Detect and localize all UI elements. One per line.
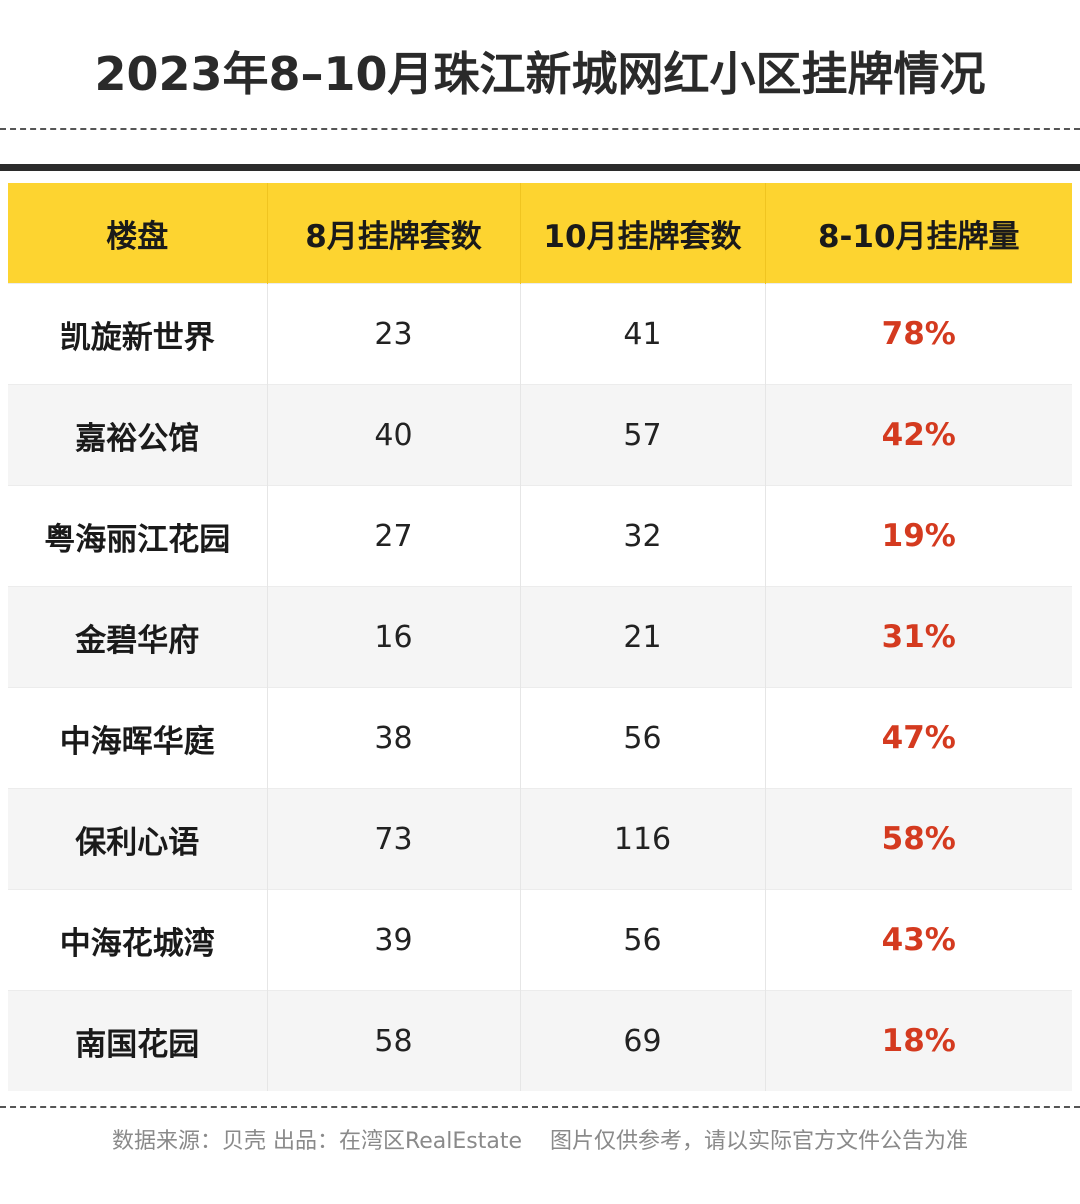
footer-source: 数据来源：贝壳 出品：在湾区RealEstate: [111, 1129, 523, 1154]
cell-aug-listings: 38: [267, 687, 521, 789]
cell-oct-listings: 57: [520, 384, 766, 486]
cell-estate: 保利心语: [8, 788, 268, 890]
cell-change-pct: 19%: [765, 485, 1072, 587]
cell-oct-listings: 41: [520, 283, 766, 385]
footer: 数据来源：贝壳 出品：在湾区RealEstate 图片仅供参考，请以实际官方文件公…: [0, 1123, 1080, 1155]
listing-table: 楼盘 8月挂牌套数 10月挂牌套数 8-10月挂牌量 凯旋新世界 23 41 78% 嘉…: [8, 183, 1072, 1091]
column-header-change: 8-10月挂牌量: [765, 183, 1072, 284]
cell-oct-listings: 69: [520, 990, 766, 1091]
cell-oct-listings: 116: [520, 788, 766, 890]
table-row: 中海晖华庭 38 56 47%: [8, 687, 1072, 789]
cell-aug-listings: 16: [267, 586, 521, 688]
bottom-dashed-divider: [0, 1106, 1080, 1108]
column-header-aug-listings: 8月挂牌套数: [267, 183, 521, 284]
cell-aug-listings: 27: [267, 485, 521, 587]
footer-disclaimer: 图片仅供参考，请以实际官方文件公告为准: [550, 1129, 969, 1154]
cell-aug-listings: 39: [267, 889, 521, 991]
table-row: 粤海丽江花园 27 32 19%: [8, 485, 1072, 587]
table-row: 凯旋新世界 23 41 78%: [8, 283, 1072, 385]
table-row: 中海花城湾 39 56 43%: [8, 889, 1072, 991]
cell-estate: 中海花城湾: [8, 889, 268, 991]
cell-aug-listings: 40: [267, 384, 521, 486]
cell-change-pct: 58%: [765, 788, 1072, 890]
cell-estate: 嘉裕公馆: [8, 384, 268, 486]
cell-estate: 金碧华府: [8, 586, 268, 688]
cell-aug-listings: 58: [267, 990, 521, 1091]
table-row: 嘉裕公馆 40 57 42%: [8, 384, 1072, 486]
table-row: 保利心语 73 116 58%: [8, 788, 1072, 890]
table-row: 南国花园 58 69 18%: [8, 990, 1072, 1091]
cell-change-pct: 43%: [765, 889, 1072, 991]
cell-change-pct: 31%: [765, 586, 1072, 688]
table-body: 凯旋新世界 23 41 78% 嘉裕公馆 40 57 42% 粤海丽江花园 27 32 19% 金碧华府…: [8, 283, 1072, 1091]
cell-estate: 凯旋新世界: [8, 283, 268, 385]
cell-oct-listings: 56: [520, 687, 766, 789]
cell-change-pct: 47%: [765, 687, 1072, 789]
cell-oct-listings: 56: [520, 889, 766, 991]
table-header-row: 楼盘 8月挂牌套数 10月挂牌套数 8-10月挂牌量: [8, 183, 1072, 284]
cell-aug-listings: 73: [267, 788, 521, 890]
table-row: 金碧华府 16 21 31%: [8, 586, 1072, 688]
cell-change-pct: 42%: [765, 384, 1072, 486]
top-dashed-divider: [0, 128, 1080, 130]
column-header-oct-listings: 10月挂牌套数: [520, 183, 766, 284]
cell-estate: 中海晖华庭: [8, 687, 268, 789]
cell-change-pct: 18%: [765, 990, 1072, 1091]
column-header-estate: 楼盘: [8, 183, 268, 284]
page-title: 2023年8–10月珠江新城网红小区挂牌情况: [94, 47, 986, 101]
cell-oct-listings: 21: [520, 586, 766, 688]
header-rule: [0, 164, 1080, 171]
cell-oct-listings: 32: [520, 485, 766, 587]
cell-change-pct: 78%: [765, 283, 1072, 385]
cell-aug-listings: 23: [267, 283, 521, 385]
cell-estate: 粤海丽江花园: [8, 485, 268, 587]
cell-estate: 南国花园: [8, 990, 268, 1091]
